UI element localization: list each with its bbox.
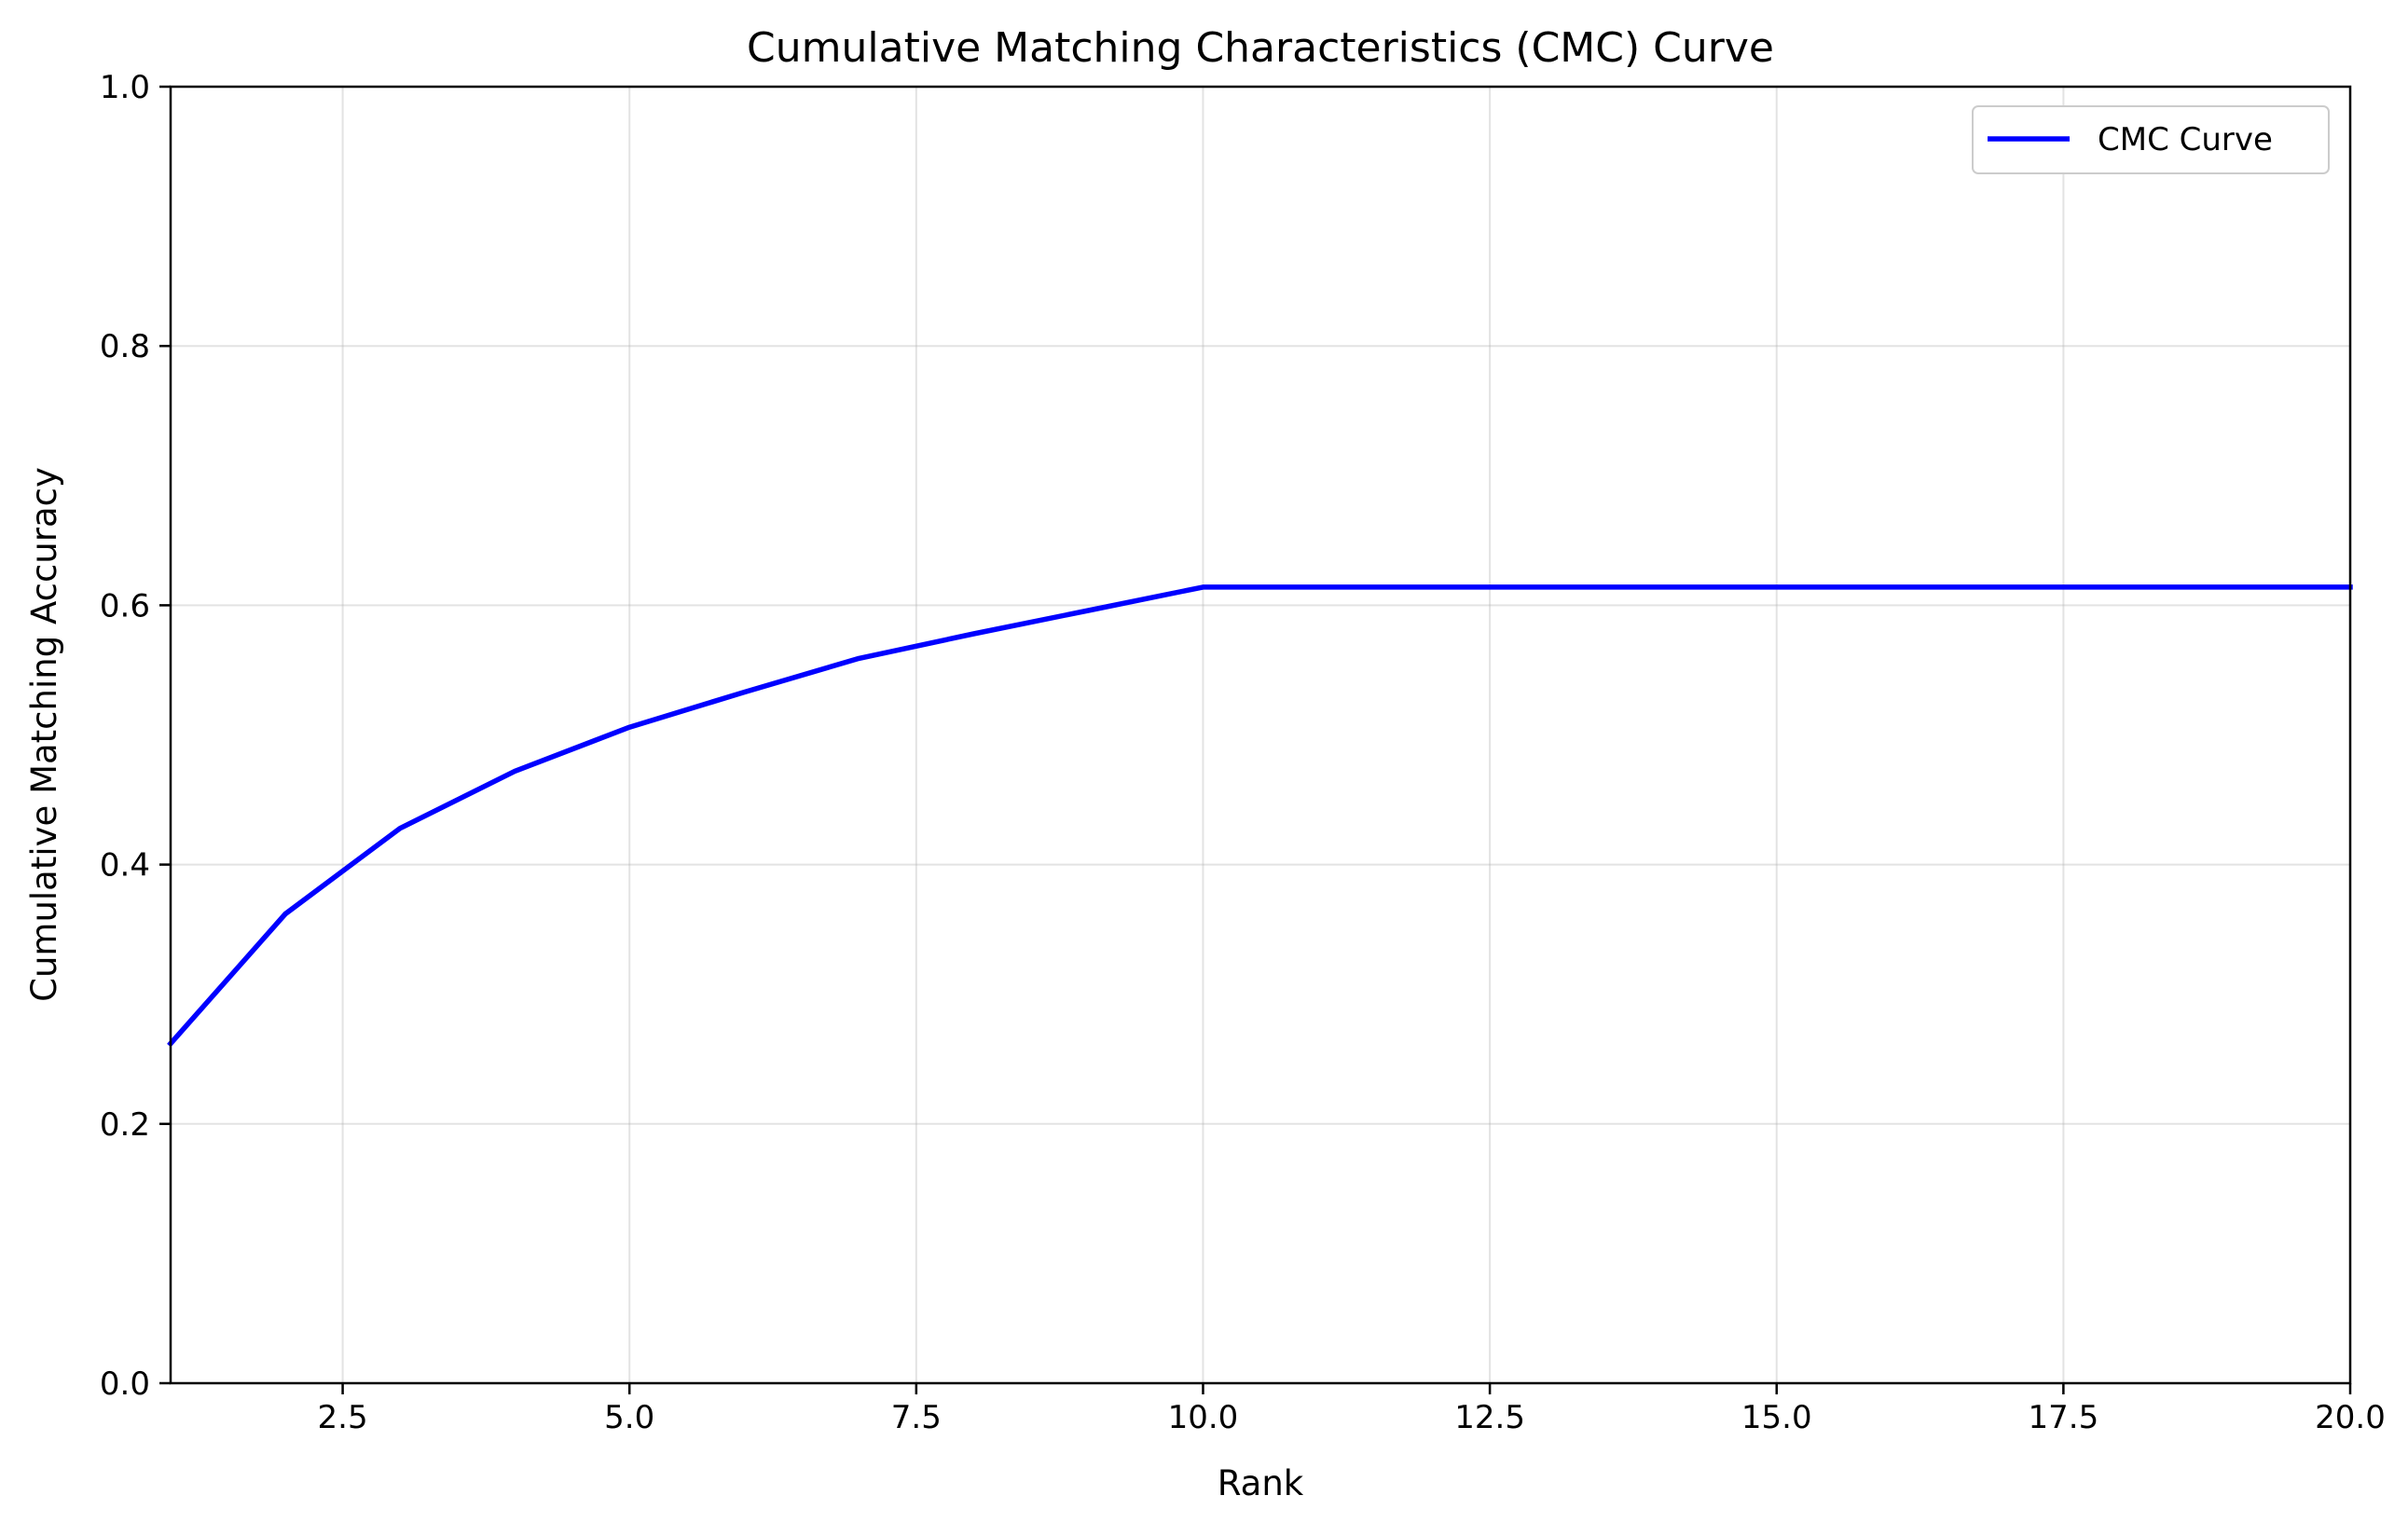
x-tick-label: 2.5 xyxy=(318,1399,368,1436)
x-tick-label: 15.0 xyxy=(1741,1399,1812,1436)
legend: CMC Curve xyxy=(1972,105,2330,174)
legend-box xyxy=(1972,105,2330,174)
y-tick-label: 0.0 xyxy=(100,1365,150,1403)
x-tick-label: 20.0 xyxy=(2315,1399,2386,1436)
cmc-curve-line xyxy=(167,584,2353,1048)
x-tick-label: 7.5 xyxy=(891,1399,942,1436)
y-tick-label: 0.6 xyxy=(100,587,150,624)
y-tick-label: 1.0 xyxy=(100,69,150,106)
tick-layer: 2.5 5.0 7.5 10.0 12.5 15.0 17.5 20.0 0.0 0.2 0.4 0.… xyxy=(100,69,2386,1436)
chart-title: Cumulative Matching Characteristics (CMC… xyxy=(747,24,1774,72)
x-tick-label: 12.5 xyxy=(1454,1399,1525,1436)
series-layer xyxy=(167,584,2353,1048)
x-axis-label: Rank xyxy=(1218,1463,1304,1503)
x-tick-label: 5.0 xyxy=(604,1399,654,1436)
legend-label: CMC Curve xyxy=(2098,121,2273,158)
plot-frame xyxy=(169,85,2352,1385)
x-tick-label: 17.5 xyxy=(2029,1399,2099,1436)
x-tick-label: 10.0 xyxy=(1168,1399,1239,1436)
y-axis-label: Cumulative Matching Accuracy xyxy=(24,467,64,1002)
y-tick-label: 0.4 xyxy=(100,847,150,885)
y-tick-label: 0.2 xyxy=(100,1106,150,1144)
y-tick-label: 0.8 xyxy=(100,328,150,365)
